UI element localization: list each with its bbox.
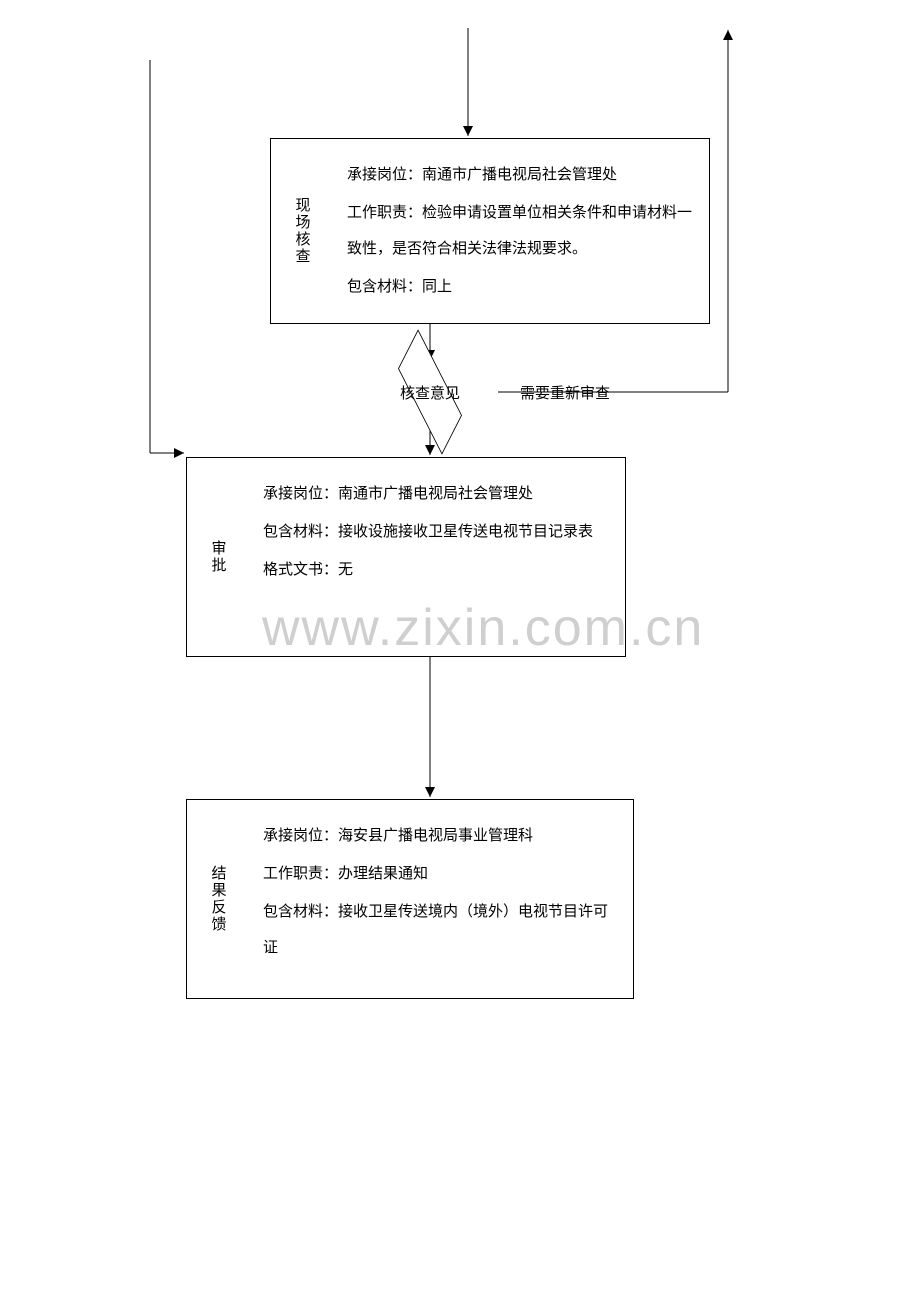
- line: 包含材料：接收卫星传送境内（境外）电视节目许可证: [263, 894, 619, 966]
- box-content-inspection: 承接岗位：南通市广播电视局社会管理处 工作职责：检验申请设置单位相关条件和申请材…: [333, 139, 709, 323]
- line: 工作职责：办理结果通知: [263, 856, 619, 892]
- decision-diamond: 核查意见: [360, 362, 500, 422]
- stage-box-feedback: 结果反馈 承接岗位：海安县广播电视局事业管理科 工作职责：办理结果通知 包含材料…: [186, 799, 634, 999]
- stage-label-approval: 审批: [187, 458, 249, 656]
- line: 承接岗位：南通市广播电视局社会管理处: [347, 157, 695, 193]
- flowchart-canvas: 现场核查 承接岗位：南通市广播电视局社会管理处 工作职责：检验申请设置单位相关条…: [0, 0, 920, 1302]
- stage-label-inspection: 现场核查: [271, 139, 333, 323]
- stage-box-inspection: 现场核查 承接岗位：南通市广播电视局社会管理处 工作职责：检验申请设置单位相关条…: [270, 138, 710, 324]
- line: 承接岗位：南通市广播电视局社会管理处: [263, 476, 611, 512]
- box-content-feedback: 承接岗位：海安县广播电视局事业管理科 工作职责：办理结果通知 包含材料：接收卫星…: [249, 800, 633, 998]
- stage-box-approval: 审批 承接岗位：南通市广播电视局社会管理处 包含材料：接收设施接收卫星传送电视节…: [186, 457, 626, 657]
- line: 包含材料：同上: [347, 269, 695, 305]
- stage-label-feedback: 结果反馈: [187, 800, 249, 998]
- diamond-label: 核查意见: [400, 382, 460, 403]
- edge-label-reexamine: 需要重新审查: [520, 382, 610, 403]
- line: 格式文书：无: [263, 552, 611, 588]
- box-content-approval: 承接岗位：南通市广播电视局社会管理处 包含材料：接收设施接收卫星传送电视节目记录…: [249, 458, 625, 656]
- line: 工作职责：检验申请设置单位相关条件和申请材料一致性，是否符合相关法律法规要求。: [347, 195, 695, 267]
- line: 包含材料：接收设施接收卫星传送电视节目记录表: [263, 514, 611, 550]
- line: 承接岗位：海安县广播电视局事业管理科: [263, 818, 619, 854]
